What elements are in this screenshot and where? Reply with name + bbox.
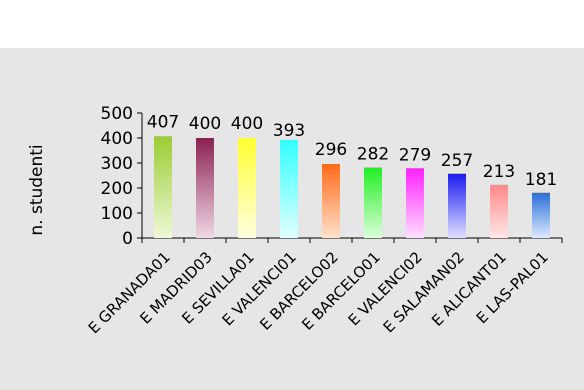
bar — [280, 139, 298, 238]
y-tick-label: 400 — [101, 129, 133, 149]
y-tick-label: 500 — [101, 104, 133, 124]
bar — [532, 192, 550, 238]
bar — [364, 167, 382, 238]
bar — [490, 184, 508, 238]
bar — [196, 138, 214, 238]
value-label: 279 — [399, 145, 431, 165]
bar — [238, 138, 256, 238]
y-tick-label: 200 — [101, 179, 133, 199]
value-label: 400 — [231, 114, 263, 134]
bar — [154, 136, 172, 238]
y-tick-label: 300 — [101, 154, 133, 174]
value-label: 181 — [525, 170, 557, 190]
bar — [406, 168, 424, 238]
value-label: 393 — [273, 121, 305, 141]
y-tick-label: 100 — [101, 204, 133, 224]
bar — [448, 173, 466, 238]
bars — [154, 136, 550, 238]
value-label: 282 — [357, 145, 389, 165]
y-ticks: 0 100 200 300 400 500 — [101, 104, 142, 249]
y-tick-label: 0 — [122, 229, 133, 249]
value-label: 407 — [147, 112, 179, 132]
value-labels: 407 400 400 393 296 282 279 257 213 181 — [147, 112, 557, 190]
bar — [322, 164, 340, 238]
title-area — [0, 0, 584, 48]
y-axis-label: n. studenti — [27, 144, 47, 235]
value-label: 400 — [189, 114, 221, 134]
value-label: 213 — [483, 162, 515, 182]
value-label: 296 — [315, 140, 347, 160]
corner-fold — [0, 0, 18, 18]
value-label: 257 — [441, 151, 473, 171]
